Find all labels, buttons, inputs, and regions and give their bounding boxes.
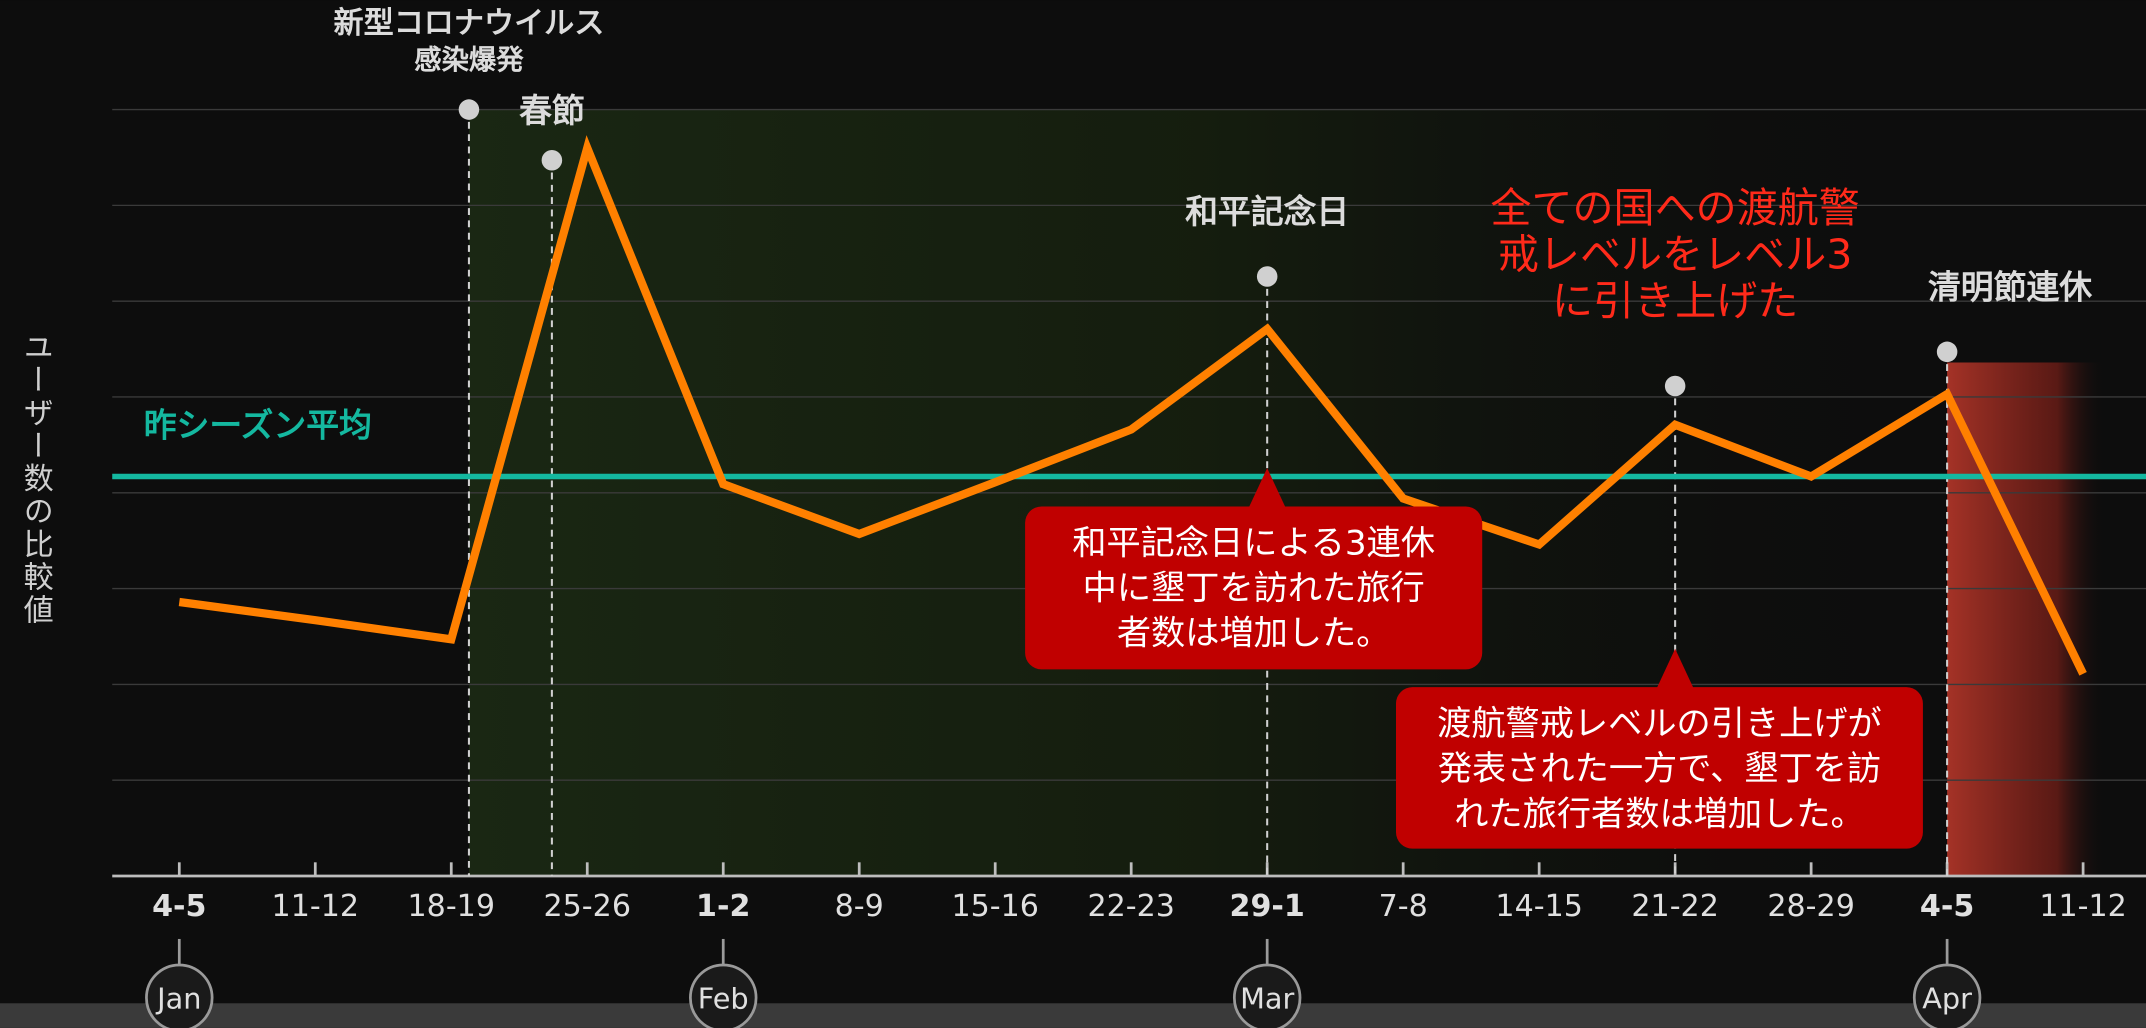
callout-text: 発表された一方で、墾丁を訪 bbox=[1438, 749, 1881, 789]
x-tick-label: 8-9 bbox=[835, 889, 884, 924]
callout-pointer bbox=[1248, 468, 1287, 510]
event-label: 感染爆発 bbox=[414, 44, 524, 76]
month-circle bbox=[1232, 963, 1302, 1028]
month-circle bbox=[689, 963, 758, 1028]
month-circle bbox=[1912, 963, 1982, 1028]
month-label: Jan bbox=[155, 982, 201, 1016]
callout-text: れた旅行者数は増加した。 bbox=[1454, 794, 1864, 834]
callout-box bbox=[1025, 506, 1483, 670]
x-tick-label: 1-2 bbox=[696, 889, 750, 924]
event-label: 全ての国への渡航警 bbox=[1490, 184, 1859, 232]
event-label: 和平記念日 bbox=[1185, 193, 1349, 231]
x-tick-label: 15-16 bbox=[951, 889, 1038, 924]
x-tick-label: 21-22 bbox=[1631, 889, 1718, 924]
event-dot bbox=[458, 99, 480, 120]
event-label: 新型コロナウイルス bbox=[334, 6, 605, 41]
month-label: Apr bbox=[1922, 982, 1972, 1016]
bottom-band bbox=[0, 1003, 2146, 1028]
event-dot bbox=[1936, 341, 1958, 363]
month-label: Mar bbox=[1240, 982, 1294, 1016]
y-axis-label: ユーザー数の比較値 bbox=[18, 331, 54, 627]
average-label: 昨シーズン平均 bbox=[144, 407, 372, 445]
event-dot bbox=[1664, 375, 1686, 397]
callout-pointer bbox=[1655, 648, 1695, 690]
event-label: 春節 bbox=[519, 92, 585, 130]
x-tick-label: 25-26 bbox=[544, 889, 631, 924]
event-label: に引き上げた bbox=[1552, 277, 1798, 325]
x-tick-label: 7-8 bbox=[1379, 889, 1428, 924]
event-dot bbox=[1256, 266, 1278, 287]
x-tick-label: 29-1 bbox=[1230, 889, 1305, 924]
x-tick-label: 4-5 bbox=[152, 889, 206, 924]
callout-text: 中に墾丁を訪れた旅行 bbox=[1083, 568, 1425, 608]
event-label: 清明節連休 bbox=[1928, 268, 2092, 306]
month-circle bbox=[145, 963, 214, 1028]
data-line bbox=[178, 135, 2087, 676]
x-tick-label: 4-5 bbox=[1920, 889, 1974, 924]
month-label: Feb bbox=[698, 982, 749, 1016]
callout-box bbox=[1395, 687, 1923, 849]
x-tick-label: 14-15 bbox=[1495, 889, 1582, 924]
x-tick-label: 11-12 bbox=[2039, 889, 2126, 924]
callout-text: 渡航警戒レベルの引き上げが bbox=[1437, 704, 1882, 744]
x-tick-label: 11-12 bbox=[272, 889, 359, 924]
x-tick-label: 28-29 bbox=[1767, 889, 1854, 924]
event-dot bbox=[541, 149, 563, 171]
callout-text: 者数は増加した。 bbox=[1117, 614, 1391, 654]
x-tick-label: 18-19 bbox=[408, 889, 495, 924]
event-label: 戒レベルをレベル3 bbox=[1498, 230, 1852, 278]
callout-text: 和平記念日による3連休 bbox=[1072, 523, 1435, 563]
x-tick-label: 22-23 bbox=[1087, 889, 1174, 924]
